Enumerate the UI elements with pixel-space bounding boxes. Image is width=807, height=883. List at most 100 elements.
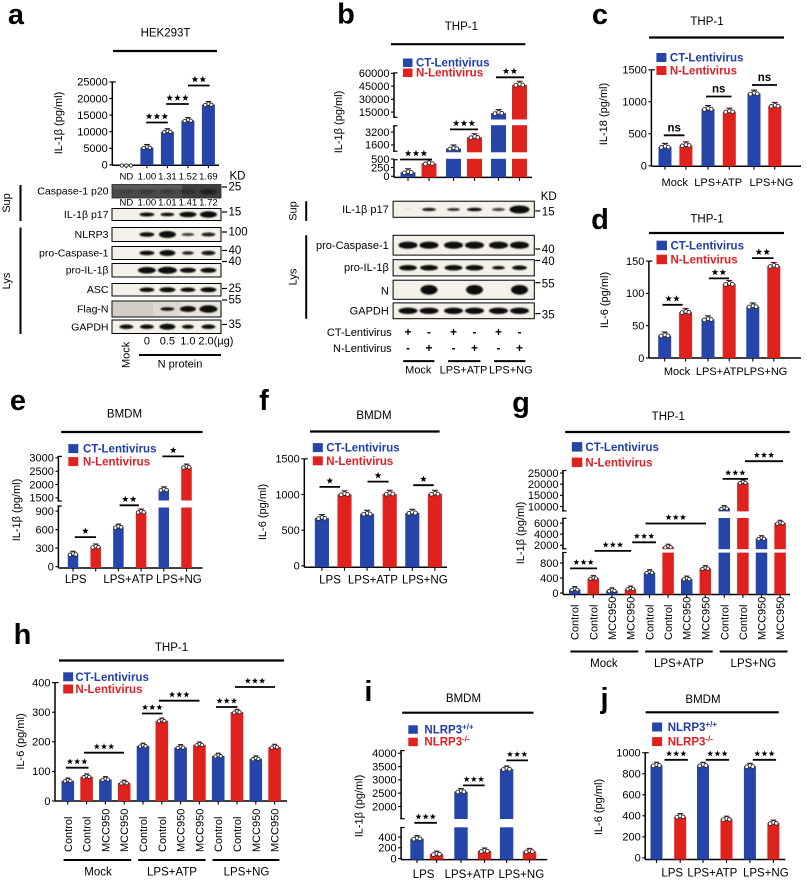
svg-text:Control: Control [82,817,94,852]
svg-text:BMDM: BMDM [107,409,142,421]
svg-text:40: 40 [542,244,555,256]
svg-text:BMDM: BMDM [685,694,720,706]
svg-text:40: 40 [229,245,242,257]
svg-text:25000: 25000 [528,468,559,480]
svg-text:1.31: 1.31 [158,172,177,183]
svg-text:LPS+NG: LPS+NG [498,869,544,881]
svg-text:0: 0 [390,853,396,865]
svg-text:3200: 3200 [365,127,389,139]
svg-text:5000: 5000 [83,143,107,155]
svg-text:N-Lentivirus: N-Lentivirus [326,456,393,468]
svg-text:NLRP3: NLRP3 [75,229,109,241]
svg-text:-: - [473,325,477,339]
svg-text:IL-1β (pg/ml): IL-1β (pg/ml) [333,91,345,154]
svg-text:200: 200 [622,832,640,844]
svg-text:LPS+ATP: LPS+ATP [147,867,197,879]
svg-text:-: - [497,341,501,355]
svg-text:MCC950: MCC950 [682,597,694,640]
svg-text:IL-6 (pg/ml): IL-6 (pg/ml) [599,272,611,328]
svg-text:600: 600 [36,524,54,536]
svg-text:+: + [450,325,457,339]
svg-text:400: 400 [378,832,396,844]
svg-text:N protein: N protein [158,359,203,371]
svg-text:1500: 1500 [29,493,53,505]
svg-text:0.5: 0.5 [160,336,175,348]
svg-text:MCC950: MCC950 [251,809,263,852]
svg-text:+: + [516,341,523,355]
svg-text:30000: 30000 [359,94,390,106]
svg-text:100: 100 [32,766,50,778]
svg-text:500: 500 [629,129,647,141]
svg-text:600: 600 [622,790,640,802]
svg-text:BMDM: BMDM [356,410,391,422]
svg-text:15000: 15000 [359,107,390,119]
svg-text:900: 900 [36,506,54,518]
svg-text:150: 150 [626,256,644,268]
svg-text:LPS: LPS [319,574,341,586]
svg-text:35: 35 [229,319,242,331]
svg-text:i: i [364,676,372,708]
svg-text:THP-1: THP-1 [652,411,685,423]
svg-text:10000: 10000 [528,501,559,513]
svg-text:0: 0 [102,160,108,172]
svg-text:0: 0 [552,588,558,600]
svg-text:ns: ns [712,84,725,96]
svg-text:LPS+ATP: LPS+ATP [654,658,704,670]
svg-text:LPS+NG: LPS+NG [489,365,533,377]
svg-text:400: 400 [32,677,50,689]
svg-text:MCC950: MCC950 [775,597,787,640]
svg-text:20000: 20000 [77,93,108,105]
svg-text:LPS+NG: LPS+NG [731,658,777,670]
svg-text:CT-Lentivirus: CT-Lentivirus [671,241,744,253]
svg-text:Control: Control [588,605,600,640]
svg-text:CT-Lentivirus: CT-Lentivirus [416,58,489,70]
svg-text:MCC950: MCC950 [119,809,131,852]
svg-text:Lys: Lys [1,272,13,289]
svg-text:0: 0 [635,853,641,865]
svg-text:300: 300 [36,543,54,555]
svg-text:+: + [404,325,411,339]
svg-text:N-Lentivirus: N-Lentivirus [416,68,483,80]
svg-text:Control: Control [738,605,750,640]
svg-text:THP-1: THP-1 [690,214,723,226]
svg-text:CT-Lentivirus: CT-Lentivirus [670,53,743,65]
svg-text:CT-Lentivirus: CT-Lentivirus [83,444,156,456]
svg-text:pro-Caspase-1: pro-Caspase-1 [39,248,109,260]
svg-text:c: c [592,0,608,31]
svg-text:100: 100 [229,227,248,239]
svg-text:NLRP3+/+: NLRP3+/+ [424,722,474,736]
svg-text:THP-1: THP-1 [690,16,723,28]
svg-text:200: 200 [378,843,396,855]
svg-text:N-Lentivirus: N-Lentivirus [670,66,737,78]
svg-text:250: 250 [371,162,389,174]
svg-text:j: j [599,683,608,715]
svg-text:IL-1β (pg/ml): IL-1β (pg/ml) [515,502,527,565]
svg-text:NLRP3+/+: NLRP3+/+ [668,720,718,734]
svg-text:pro-IL-1β: pro-IL-1β [66,265,109,277]
svg-text:Flag-N: Flag-N [77,304,109,316]
svg-text:500: 500 [371,154,389,166]
svg-text:LPS+NG: LPS+NG [744,366,788,378]
svg-text:0: 0 [144,336,150,348]
svg-text:ns: ns [758,72,771,84]
svg-text:LPS+ATP: LPS+ATP [696,366,744,378]
svg-text:1.00: 1.00 [138,172,157,183]
svg-text:ASC: ASC [87,284,109,296]
svg-text:2.0(µg): 2.0(µg) [198,336,233,348]
svg-text:d: d [591,204,609,236]
svg-text:Mock: Mock [405,365,432,377]
svg-text:IL-1β p17: IL-1β p17 [64,209,109,221]
svg-text:+: + [495,325,502,339]
svg-text:0: 0 [383,171,389,183]
svg-text:NLRP3-/-: NLRP3-/- [424,735,470,749]
svg-text:1.41: 1.41 [179,198,198,209]
svg-text:1.69: 1.69 [199,172,218,183]
svg-text:Control: Control [138,817,150,852]
svg-text:LPS+NG: LPS+NG [156,574,202,586]
svg-text:LPS+NG: LPS+NG [224,867,270,879]
svg-text:MCC950: MCC950 [176,809,188,852]
svg-text:35: 35 [542,310,555,322]
svg-text:THP-1: THP-1 [155,642,188,654]
svg-text:15: 15 [229,207,242,219]
svg-text:IL-1β (pg/ml): IL-1β (pg/ml) [53,92,65,155]
